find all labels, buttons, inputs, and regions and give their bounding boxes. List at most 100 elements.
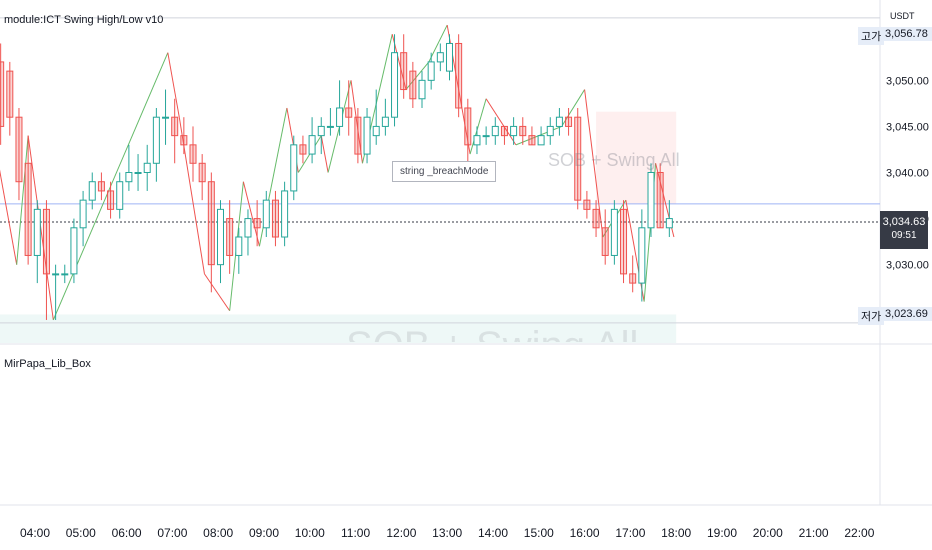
candle-body	[125, 172, 133, 183]
candle-body	[207, 181, 215, 266]
candle	[638, 209, 646, 302]
candle	[97, 172, 105, 201]
candle-body	[180, 135, 188, 146]
price-tick-label: 3,045.00	[886, 121, 929, 133]
time-tick-label: 12:00	[386, 526, 416, 540]
candle-body	[107, 190, 115, 210]
candle-body	[455, 42, 463, 109]
candle	[216, 200, 224, 284]
candle-body	[656, 172, 664, 229]
candle	[381, 98, 389, 136]
candle-body	[116, 181, 124, 210]
candle-body	[354, 116, 362, 155]
candle	[290, 135, 298, 201]
candle-body	[381, 116, 389, 127]
time-tick-label: 10:00	[295, 526, 325, 540]
time-tick-label: 05:00	[66, 526, 96, 540]
candlestick-series[interactable]	[0, 34, 673, 320]
candle-body	[308, 135, 316, 155]
candle-body	[445, 42, 453, 72]
time-axis[interactable]: 04:00 05:00 06:00 07:00 08:00 09:00 10:00 11:00…	[20, 526, 875, 540]
candle-body	[629, 273, 637, 284]
candle	[180, 117, 188, 155]
price-lines	[0, 17, 880, 324]
candle-body	[97, 181, 105, 192]
candle	[15, 107, 23, 201]
swing-segment	[16, 135, 29, 265]
candle-body	[601, 227, 609, 256]
breach-mode-label: string _breachMode	[392, 161, 497, 182]
candle	[52, 264, 60, 320]
candle	[436, 43, 444, 72]
candle-body	[464, 107, 472, 146]
candle-body	[372, 125, 380, 137]
candle	[537, 126, 545, 146]
candle	[363, 107, 371, 164]
time-tick-label: 14:00	[478, 526, 508, 540]
candle-body	[262, 199, 270, 229]
candle-body	[638, 227, 646, 284]
candle-body	[326, 125, 334, 128]
currency-label: USDT	[890, 11, 915, 21]
candle	[6, 61, 14, 136]
candle-body	[528, 135, 536, 146]
time-tick-label: 09:00	[249, 526, 279, 540]
candle-body	[134, 172, 142, 174]
candle	[336, 80, 344, 136]
swing-segment	[167, 52, 180, 118]
candle-body	[52, 273, 60, 276]
candle	[354, 107, 362, 164]
candle-body	[143, 162, 151, 173]
price-grid	[0, 0, 932, 506]
candle	[482, 126, 490, 145]
candle-body	[510, 125, 518, 137]
candle	[583, 190, 591, 219]
candle	[510, 117, 518, 145]
time-tick-label: 08:00	[203, 526, 233, 540]
candle-body	[427, 61, 435, 81]
candle	[0, 43, 5, 145]
high-tag: 고가	[858, 27, 885, 45]
candle	[143, 144, 151, 191]
candle-body	[0, 61, 5, 127]
price-axis[interactable]: 3,025.003,030.003,035.003,040.003,045.00…	[886, 29, 929, 317]
time-tick-label: 13:00	[432, 526, 462, 540]
time-tick-label: 18:00	[661, 526, 691, 540]
candle-body	[88, 181, 96, 201]
time-tick-label: 04:00	[20, 526, 50, 540]
candle	[555, 107, 563, 136]
candle-body	[665, 218, 673, 229]
candle-body	[473, 135, 481, 146]
candle	[427, 52, 435, 90]
candle	[189, 126, 197, 182]
candle	[565, 107, 573, 136]
candle	[418, 71, 426, 108]
time-tick-label: 21:00	[799, 526, 829, 540]
candle-body	[79, 199, 87, 229]
candle-body	[574, 116, 582, 201]
time-tick-label: 16:00	[570, 526, 600, 540]
candle-body	[6, 70, 14, 118]
candle	[629, 255, 637, 293]
candle	[372, 89, 380, 145]
swing-segment	[0, 169, 18, 265]
candle	[79, 190, 87, 247]
candle-body	[583, 199, 591, 210]
candle	[271, 190, 279, 247]
candle-body	[162, 116, 170, 119]
candle-body	[363, 116, 371, 155]
indicator-title[interactable]: module:ICT Swing High/Low v10	[4, 14, 164, 26]
lower-pane-title[interactable]: MirPapa_Lib_Box	[4, 358, 91, 370]
candle-body	[290, 144, 298, 192]
price-tick-label: 3,030.00	[886, 260, 929, 272]
candle-body	[42, 208, 50, 275]
candle-body	[244, 218, 252, 238]
candle	[400, 34, 408, 99]
candle	[665, 200, 673, 238]
time-tick-label: 17:00	[615, 526, 645, 540]
swing-segment	[485, 98, 517, 146]
candle	[61, 264, 69, 284]
candle	[500, 125, 508, 145]
current-price-value: 3,034.63	[882, 216, 926, 228]
